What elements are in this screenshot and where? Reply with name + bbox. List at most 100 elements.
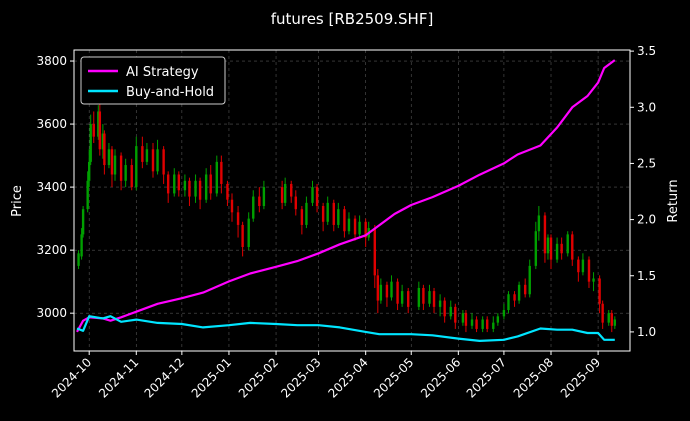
candle-body (220, 161, 223, 184)
candle-body (517, 284, 521, 301)
candle-body (119, 155, 123, 181)
y2-tick-label: 3.5 (637, 44, 656, 58)
y-axis-left: 3000 3200 3400 3600 3800 (36, 54, 74, 320)
candle-body (230, 199, 234, 213)
candle-body (396, 281, 399, 304)
candle-body (470, 319, 474, 326)
candle-body (226, 183, 229, 200)
candle-body (587, 259, 591, 282)
candle-body (566, 234, 569, 254)
candle-body (262, 187, 266, 207)
candle-body (555, 243, 559, 260)
y2-tick-label: 3.0 (637, 100, 656, 114)
candle-body (173, 174, 176, 194)
y-axis-label: Price (10, 185, 25, 217)
candle-body (141, 146, 144, 162)
y-tick-label: 3400 (36, 180, 67, 194)
candle-body (443, 300, 446, 317)
candle-body (347, 218, 351, 232)
candle-body (385, 284, 389, 298)
candle-body (358, 221, 361, 235)
candlesticks (77, 98, 617, 333)
legend-label-ai: AI Strategy (126, 65, 199, 80)
candle-body (300, 209, 304, 225)
candle-body (92, 124, 95, 137)
y-tick-label: 3800 (36, 54, 67, 68)
candle-body (86, 180, 89, 210)
candle-body (598, 278, 601, 304)
candle-body (577, 259, 580, 273)
candle-body (407, 291, 410, 307)
candle-body (166, 174, 170, 194)
candle-body (98, 111, 102, 150)
candle-body (549, 237, 553, 260)
y2-axis-label: Return (666, 179, 681, 222)
candle-body (343, 209, 346, 232)
candle-body (571, 234, 574, 260)
candle-body (145, 149, 149, 162)
candle-body (537, 215, 541, 232)
candle-body (353, 218, 357, 235)
candle-body (543, 215, 547, 254)
candle-body (113, 155, 117, 175)
candle-body (236, 212, 240, 225)
candle-body (151, 149, 155, 172)
candle-body (258, 196, 261, 207)
chart-title: futures [RB2509.SHF] (271, 10, 434, 28)
candle-body (432, 291, 436, 307)
line-buy-and-hold (76, 315, 615, 342)
candle-body (523, 284, 527, 295)
candle-body (464, 313, 468, 326)
candle-body (492, 322, 495, 329)
candle-body (528, 265, 531, 295)
candle-body (400, 291, 404, 304)
candle-body (475, 319, 478, 329)
candle-body (188, 180, 191, 197)
candle-body (294, 196, 297, 210)
legend: AI Strategy Buy-and-Hold (80, 56, 226, 105)
candle-body (376, 275, 380, 301)
candle-body (87, 161, 91, 181)
candle-body (507, 294, 510, 311)
candle-body (534, 231, 538, 266)
candle-body (607, 313, 610, 323)
candle-body (422, 287, 425, 304)
candle-body (513, 294, 516, 301)
candle-body (135, 146, 138, 188)
candle-body (101, 133, 105, 150)
candle-body (481, 319, 484, 329)
candle-body (438, 300, 442, 307)
candle-body (124, 165, 127, 181)
candle-body (305, 202, 308, 225)
y-tick-label: 3600 (36, 117, 67, 131)
candle-body (379, 284, 383, 301)
candle-body (283, 183, 287, 203)
candle-body (581, 259, 585, 273)
candle-body (560, 243, 563, 254)
candle-body (373, 228, 376, 276)
candle-body (592, 278, 595, 282)
candle-body (204, 174, 208, 200)
candle-body (97, 111, 100, 137)
candle-body (461, 313, 465, 323)
candle-body (80, 234, 83, 257)
candle-body (502, 310, 506, 317)
candle-body (162, 149, 165, 175)
candle-body (610, 313, 613, 326)
candle-body (81, 209, 85, 235)
legend-label-bh: Buy-and-Hold (126, 85, 214, 100)
candle-body (546, 237, 550, 254)
candle-body (321, 206, 325, 222)
line-ai-strategy (76, 59, 616, 333)
candle-body (130, 165, 133, 188)
candle-body (332, 202, 335, 225)
y2-tick-label: 2.0 (637, 213, 656, 227)
candle-body (183, 180, 187, 191)
candle-body (77, 253, 80, 266)
candle-body (280, 187, 284, 203)
candle-body (215, 161, 218, 194)
candle-body (315, 187, 319, 207)
candle-body (110, 149, 114, 175)
y-tick-label: 3000 (36, 306, 67, 320)
